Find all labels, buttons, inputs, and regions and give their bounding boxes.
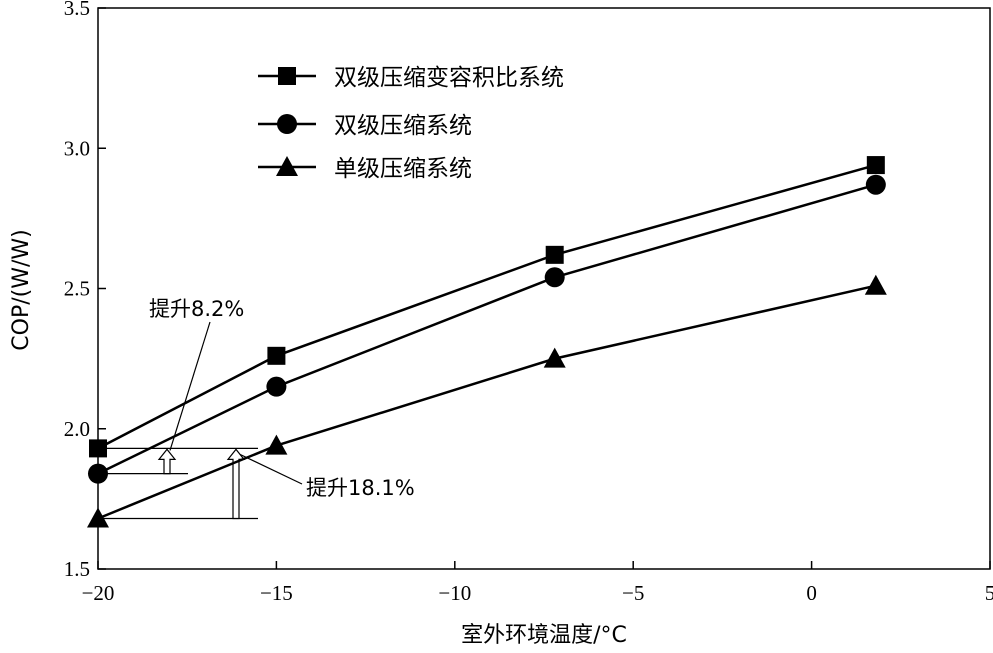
data-point-square (545, 245, 564, 264)
legend-marker-square (278, 67, 296, 85)
x-tick-label: −20 (82, 581, 115, 605)
y-axis-title: COP/(W/W) (9, 229, 34, 350)
x-tick-label: 5 (985, 581, 993, 605)
legend-marker-circle (277, 114, 297, 134)
annotation-label-18-1: 提升18.1% (306, 476, 415, 500)
series-line-2 (97, 183, 877, 475)
annotation-label-8-2: 提升8.2% (149, 297, 244, 321)
data-point-square (267, 346, 286, 365)
annotation-leader-8-2 (169, 321, 211, 451)
data-point-square (866, 156, 885, 175)
legend-label-series-1: 双级压缩变容积比系统 (334, 65, 564, 91)
legend: 双级压缩变容积比系统 双级压缩系统 单级压缩系统 (258, 65, 564, 182)
y-tick-label: 2.0 (64, 417, 90, 441)
annotations (100, 321, 303, 520)
x-tick-label: 0 (806, 581, 817, 605)
data-point-triangle (864, 274, 887, 295)
data-point-triangle (265, 434, 288, 455)
data-point-circle (865, 174, 886, 195)
series-line-3 (97, 284, 877, 520)
x-tick-label: −10 (438, 581, 471, 605)
series-layer (87, 156, 887, 528)
plot-frame (97, 7, 991, 570)
data-point-circle (266, 376, 287, 397)
data-point-circle (88, 463, 108, 484)
series-line-1 (97, 163, 877, 450)
y-tick-label: 2.5 (64, 277, 90, 301)
x-tick-label: −5 (622, 581, 644, 605)
annotation-leader-18-1 (239, 453, 303, 485)
x-axis: −20 −15 −10 −5 0 5 (82, 561, 993, 605)
data-point-triangle (543, 347, 566, 368)
legend-label-series-2: 双级压缩系统 (334, 113, 472, 139)
legend-marker-triangle (276, 156, 298, 176)
x-tick-label: −15 (260, 581, 293, 605)
y-tick-label: 3.5 (64, 0, 90, 20)
annotation-arrow-8-2 (157, 448, 177, 475)
legend-label-series-3: 单级压缩系统 (334, 156, 472, 182)
data-point-circle (544, 267, 565, 288)
legend-item-series-3: 单级压缩系统 (258, 156, 472, 182)
legend-item-series-2: 双级压缩系统 (258, 113, 472, 139)
x-axis-title: 室外环境温度/°C (461, 623, 627, 648)
y-tick-label: 3.0 (64, 136, 90, 160)
data-point-triangle (87, 507, 109, 528)
legend-item-series-1: 双级压缩变容积比系统 (258, 65, 564, 91)
data-point-square (89, 439, 107, 458)
y-axis: 1.5 2.0 2.5 3.0 3.5 (64, 0, 106, 581)
y-tick-label: 1.5 (64, 557, 90, 581)
